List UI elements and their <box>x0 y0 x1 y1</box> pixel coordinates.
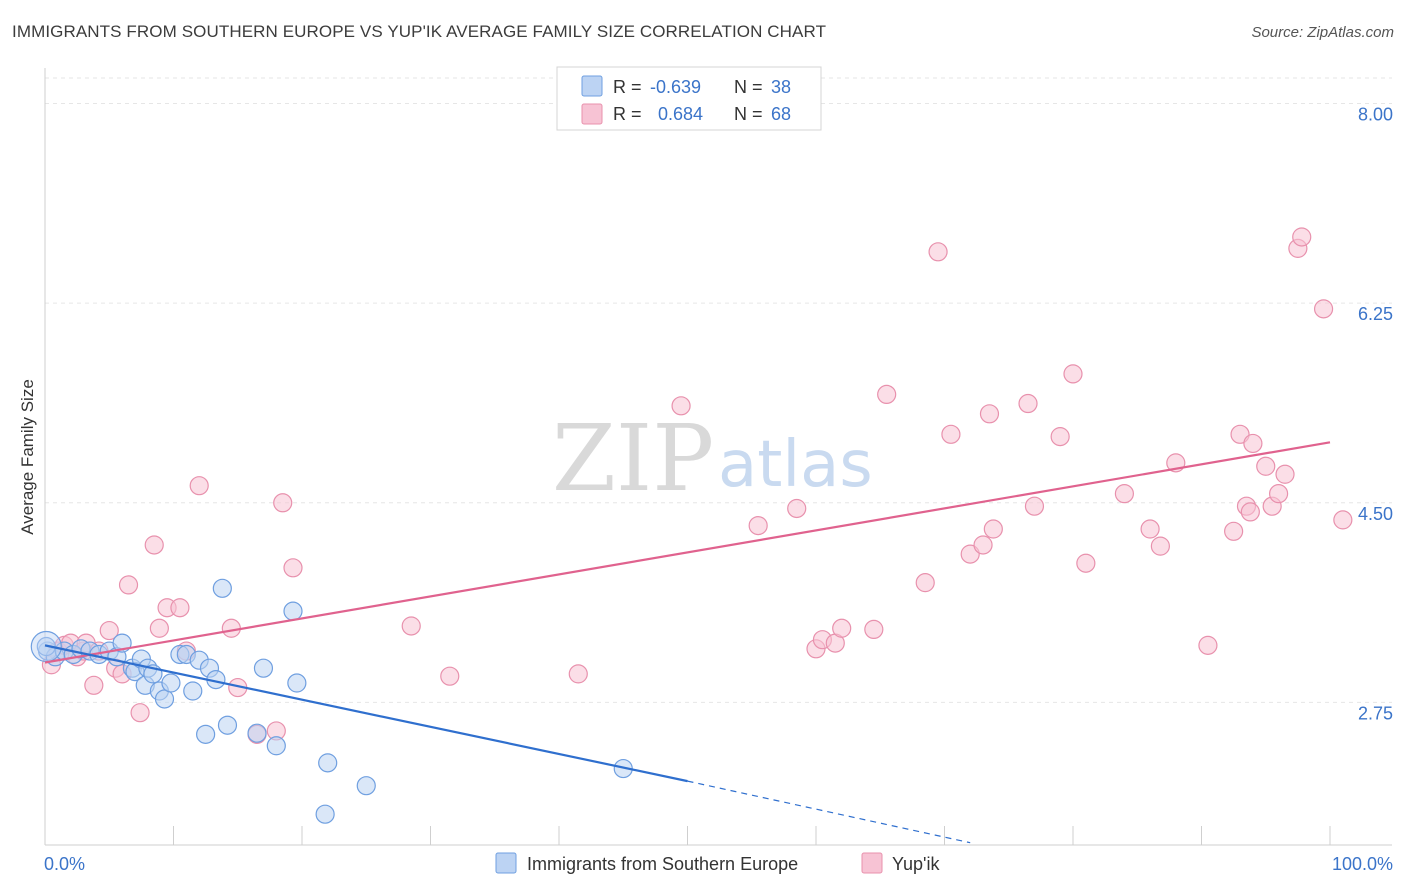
pink-point <box>440 666 460 686</box>
blue-point <box>283 601 303 621</box>
pink-point <box>221 618 241 638</box>
series-legend-label-pink: Yup'ik <box>892 854 940 874</box>
y-tick-label: 8.00 <box>1358 105 1393 125</box>
pink-point <box>979 404 1000 424</box>
points-layer <box>30 227 1353 824</box>
watermark-zip: ZIP <box>552 405 714 512</box>
y-tick-label: 6.25 <box>1358 304 1393 324</box>
pink-point <box>170 598 190 618</box>
pink-point <box>1333 510 1353 530</box>
series-legend-label-blue: Immigrants from Southern Europe <box>527 854 798 874</box>
pink-point <box>99 620 119 641</box>
pink-point <box>832 618 852 638</box>
pink-point <box>1024 496 1045 516</box>
pink-point <box>1268 484 1289 504</box>
blue-point <box>315 804 335 824</box>
blue-point <box>318 753 338 773</box>
blue-point <box>356 776 376 796</box>
y-tick-label: 2.75 <box>1358 703 1393 723</box>
pink-point <box>1292 227 1312 247</box>
pink-point <box>1243 433 1263 454</box>
legend-pink-n-label: N = <box>734 104 763 124</box>
pink-point <box>864 619 884 640</box>
pink-point <box>1140 519 1160 539</box>
pink-trend-line <box>44 441 1331 664</box>
legend-blue-r-label: R = <box>613 77 642 97</box>
blue-point <box>183 681 203 701</box>
pink-point <box>1114 484 1135 504</box>
blue-point <box>266 736 286 756</box>
pink-point <box>1050 427 1070 447</box>
blue-point <box>161 673 181 693</box>
pink-point <box>1256 456 1276 476</box>
pink-point <box>1313 299 1334 319</box>
blue-trend-extension <box>687 780 971 844</box>
legend-pink-r-value: 0.684 <box>658 104 703 124</box>
pink-point <box>401 616 421 636</box>
legend-swatch-blue <box>581 75 603 97</box>
trend-layer <box>44 441 1331 844</box>
blue-point <box>212 578 232 598</box>
x-tick-label-max: 100.0% <box>1332 854 1393 874</box>
pink-point <box>983 519 1003 539</box>
x-tick-label-min: 0.0% <box>44 854 85 874</box>
pink-point <box>748 515 768 536</box>
axis-layer: 2.75 4.50 6.25 8.00 0.0% 100.0% <box>44 68 1393 874</box>
series-legend: Immigrants from Southern Europe Yup'ik <box>495 852 940 874</box>
pink-point <box>973 535 993 555</box>
blue-point <box>287 673 307 693</box>
pink-point <box>1240 502 1260 522</box>
y-tick-label: 4.50 <box>1358 504 1393 524</box>
correlation-legend: R = -0.639 N = 38 R = 0.684 N = 68 <box>556 66 822 131</box>
pink-point <box>144 535 164 555</box>
legend-blue-n-value: 38 <box>771 77 791 97</box>
legend-pink-r-label: R = <box>613 104 642 124</box>
blue-point <box>154 689 175 709</box>
blue-point <box>247 723 267 743</box>
legend-swatch-pink <box>581 103 603 125</box>
legend-pink-n-value: 68 <box>771 104 791 124</box>
pink-point <box>915 573 935 593</box>
chart-source: Source: ZipAtlas.com <box>1251 24 1394 41</box>
pink-point <box>1018 393 1038 414</box>
pink-point <box>84 675 104 695</box>
pink-point <box>1063 364 1083 384</box>
chart-title: IMMIGRANTS FROM SOUTHERN EUROPE VS YUP'I… <box>12 22 827 41</box>
blue-trend-line <box>44 644 688 783</box>
legend-blue-n-label: N = <box>734 77 763 97</box>
legend-blue-r-value: -0.639 <box>650 77 701 97</box>
pink-point <box>568 664 588 684</box>
pink-point <box>1224 521 1244 541</box>
blue-point <box>217 715 238 735</box>
pink-point <box>1275 464 1295 484</box>
pink-point <box>149 618 169 638</box>
pink-point <box>928 242 948 262</box>
pink-point <box>118 575 139 595</box>
pink-point <box>130 703 150 723</box>
series-legend-swatch-blue <box>495 852 517 874</box>
pink-point <box>283 558 303 578</box>
pink-point <box>877 384 897 405</box>
pink-point <box>941 424 961 444</box>
pink-point <box>671 396 691 416</box>
y-axis-title: Average Family Size <box>18 379 37 535</box>
blue-point <box>253 658 274 678</box>
blue-point <box>196 724 216 744</box>
pink-point <box>273 493 293 513</box>
pink-point <box>1198 635 1218 655</box>
series-legend-swatch-pink <box>861 852 883 874</box>
pink-point <box>787 498 807 519</box>
grid-layer <box>45 77 1392 703</box>
zipatlas-watermark: ZIP atlas <box>552 405 873 512</box>
watermark-atlas: atlas <box>718 428 873 502</box>
pink-point <box>189 476 209 496</box>
pink-point <box>1150 536 1170 556</box>
pink-point <box>1076 553 1096 573</box>
